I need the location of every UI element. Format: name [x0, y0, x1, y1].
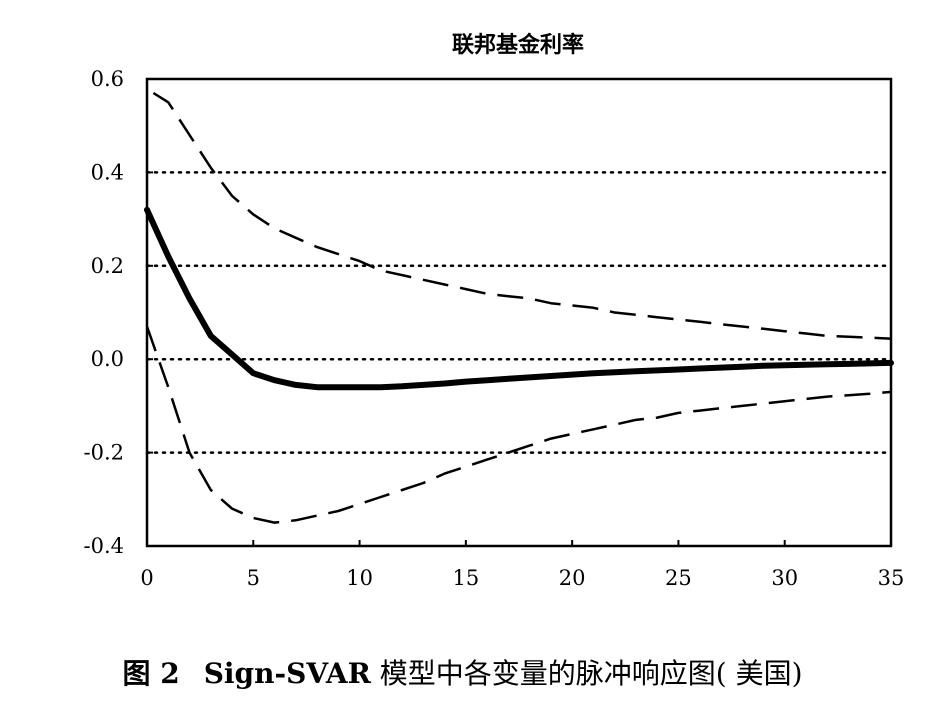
- x-tick-label: 20: [559, 566, 586, 590]
- series-line-upper-band: [152, 91, 892, 340]
- x-tick-label: 5: [247, 566, 260, 590]
- y-tick-label: -0.4: [84, 534, 125, 558]
- y-tick-label: 0.0: [91, 347, 124, 371]
- caption-region: ( 美国): [715, 657, 803, 690]
- x-tick-label: 15: [452, 566, 479, 590]
- plot-frame: [145, 77, 893, 548]
- x-tick-label: 30: [771, 566, 798, 590]
- series-layer: [144, 91, 894, 524]
- y-tick-label: -0.2: [84, 441, 125, 465]
- y-tick-label: 0.2: [91, 254, 124, 278]
- caption-text: 模型中各变量的脉冲响应图: [379, 657, 716, 690]
- impulse-response-chart: 联邦基金利率 0.6 0.4 0.2 0.0 -0.2 -0.4 0 5 10 15 20 25 30…: [84, 32, 905, 590]
- x-axis-ticks: 0 5 10 15 20 25 30 35: [140, 540, 904, 590]
- x-tick-label: 25: [665, 566, 692, 590]
- caption-model-name: Sign-SVAR: [203, 657, 371, 690]
- caption-figure-number: 图 2: [122, 657, 180, 690]
- x-tick-label: 10: [346, 566, 373, 590]
- series-line-impulse-response: [144, 206, 894, 391]
- y-tick-label: 0.4: [91, 160, 124, 184]
- chart-title: 联邦基金利率: [452, 32, 584, 58]
- x-tick-label: 35: [878, 566, 905, 590]
- y-axis-ticks: 0.6 0.4 0.2 0.0 -0.2 -0.4: [84, 67, 153, 558]
- y-tick-label: 0.6: [91, 67, 124, 91]
- figure-caption: 图 2 Sign-SVAR 模型中各变量的脉冲响应图( 美国): [0, 652, 925, 692]
- series-line-lower-band: [145, 326, 892, 524]
- x-tick-label: 0: [140, 566, 153, 590]
- gridlines: [145, 171, 893, 454]
